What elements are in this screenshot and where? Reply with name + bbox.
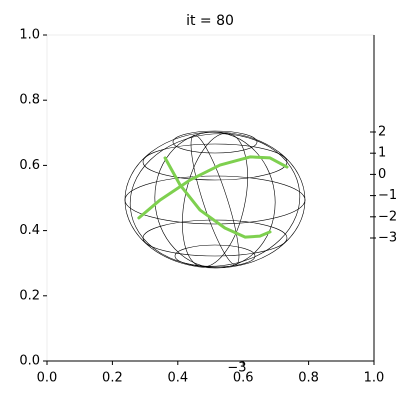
x-tick-label: 1.0 <box>364 371 385 386</box>
z-tick-label: −2 <box>378 209 397 224</box>
y-tick-label: 0.4 <box>19 223 40 238</box>
y-tick-label: 0.2 <box>19 288 40 303</box>
y-tick-label: 1.0 <box>19 28 40 43</box>
trajectory-line <box>163 156 272 239</box>
z-tick-label: 2 <box>378 125 386 140</box>
trajectory-line <box>137 155 289 220</box>
x-tick-label: 0.4 <box>167 371 188 386</box>
x-tick-label: 0.8 <box>298 371 319 386</box>
y-tick-label: 0.6 <box>19 158 40 173</box>
x-tick-label: 0.0 <box>37 371 58 386</box>
y-tick-label: 0.8 <box>19 93 40 108</box>
x-tick-label: 0.2 <box>102 371 123 386</box>
z-tick-label: 1 <box>378 146 386 161</box>
sphere-wireframe <box>124 130 306 269</box>
z-tick-label: 0 <box>378 167 386 182</box>
chart-title: it = 80 <box>186 13 234 29</box>
y-tick-label: 0.0 <box>19 354 40 369</box>
z-tick-label: −3 <box>378 231 397 246</box>
z-tick-label: −1 <box>378 188 397 203</box>
bottom-tick-label: −3 <box>227 361 246 376</box>
x-tick-label: 0.6 <box>233 371 254 386</box>
